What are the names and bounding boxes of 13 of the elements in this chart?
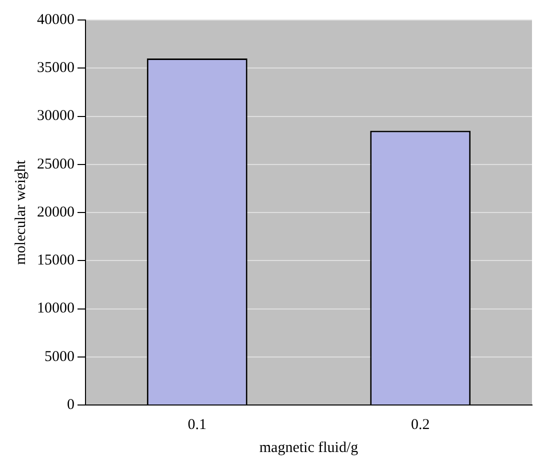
x-axis-title: magnetic fluid/g (259, 440, 359, 456)
x-tick-label: 0.2 (411, 416, 430, 433)
y-tick-label: 20000 (37, 204, 74, 220)
y-tick-label: 10000 (37, 300, 74, 317)
y-tick-label: 5000 (44, 348, 74, 365)
y-tick-label: 0 (67, 396, 74, 413)
y-tick-label: 35000 (37, 60, 74, 76)
y-tick-label: 25000 (37, 156, 74, 172)
y-tick-label: 15000 (37, 252, 74, 269)
y-tick-label: 40000 (37, 12, 74, 28)
y-tick-label: 30000 (37, 108, 74, 124)
y-axis-title: molecular weight (12, 159, 29, 265)
x-tick-label: 0.1 (188, 416, 206, 433)
